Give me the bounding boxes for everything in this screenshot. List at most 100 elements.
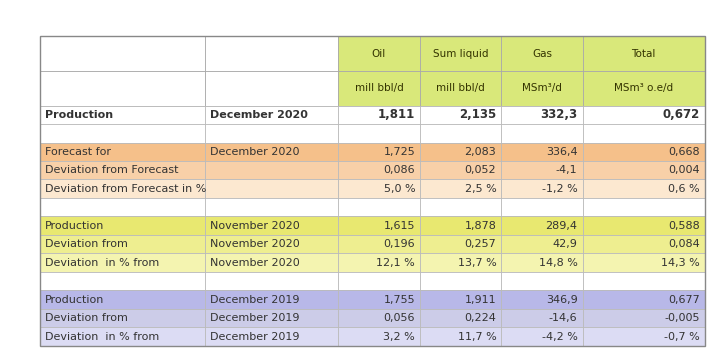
Bar	[205, 161, 338, 179]
Bar	[205, 253, 338, 272]
Bar	[338, 272, 420, 290]
Bar	[205, 179, 338, 198]
Bar	[501, 198, 583, 217]
Bar	[501, 143, 583, 161]
Bar	[205, 235, 338, 253]
Bar	[205, 253, 338, 272]
Text: 11,7 %: 11,7 %	[458, 332, 496, 341]
Bar	[420, 327, 501, 346]
Bar	[338, 71, 420, 106]
Bar	[501, 253, 583, 272]
Bar	[583, 235, 705, 253]
Text: Deviation  in % from: Deviation in % from	[45, 258, 159, 268]
Bar	[205, 143, 338, 161]
Bar	[501, 198, 583, 217]
Bar	[338, 106, 420, 124]
Text: Forecast for: Forecast for	[45, 147, 111, 157]
Bar	[205, 179, 338, 198]
Bar	[40, 36, 205, 71]
Text: 5,0 %: 5,0 %	[383, 184, 415, 194]
Bar	[583, 327, 705, 346]
Bar	[205, 143, 338, 161]
Bar	[501, 217, 583, 235]
Bar	[338, 124, 420, 143]
Bar	[501, 124, 583, 143]
Bar	[420, 106, 501, 124]
Bar	[40, 124, 205, 143]
Bar	[40, 143, 205, 161]
Bar	[501, 71, 583, 106]
Bar	[338, 179, 420, 198]
Bar	[338, 327, 420, 346]
Bar	[583, 217, 705, 235]
Bar	[338, 309, 420, 327]
Bar	[40, 217, 205, 235]
Bar	[420, 36, 501, 71]
Bar	[583, 179, 705, 198]
Text: December 2019: December 2019	[210, 294, 299, 305]
Text: 1,911: 1,911	[465, 294, 496, 305]
Bar	[501, 124, 583, 143]
Text: Gas: Gas	[532, 49, 552, 59]
Bar	[338, 290, 420, 309]
Bar	[583, 36, 705, 71]
Bar	[420, 290, 501, 309]
Text: 0,052: 0,052	[465, 165, 496, 175]
Text: Production: Production	[45, 221, 104, 231]
Text: December 2020: December 2020	[210, 147, 299, 157]
Bar	[205, 71, 338, 106]
Bar	[420, 309, 501, 327]
Bar	[40, 198, 205, 217]
Bar	[40, 253, 205, 272]
Bar	[420, 272, 501, 290]
Bar	[338, 272, 420, 290]
Bar	[40, 71, 205, 106]
Bar	[501, 143, 583, 161]
Bar	[338, 179, 420, 198]
Bar	[583, 253, 705, 272]
Text: -0,005: -0,005	[664, 313, 700, 323]
Text: 0,084: 0,084	[668, 239, 700, 249]
Bar	[205, 124, 338, 143]
Bar	[40, 272, 205, 290]
Bar	[40, 106, 205, 124]
Bar	[420, 253, 501, 272]
Bar	[420, 143, 501, 161]
Bar	[501, 235, 583, 253]
Bar	[583, 124, 705, 143]
Bar	[583, 309, 705, 327]
Bar	[420, 179, 501, 198]
Text: 0,257: 0,257	[465, 239, 496, 249]
Bar	[501, 272, 583, 290]
Bar	[338, 71, 420, 106]
Bar	[40, 290, 205, 309]
Text: 332,3: 332,3	[540, 108, 578, 121]
Bar	[420, 272, 501, 290]
Bar	[583, 124, 705, 143]
Bar	[338, 327, 420, 346]
Bar	[501, 36, 583, 71]
Bar	[205, 217, 338, 235]
Bar	[501, 290, 583, 309]
Bar	[338, 143, 420, 161]
Text: Total: Total	[632, 49, 656, 59]
Text: 0,672: 0,672	[662, 108, 700, 121]
Text: 0,677: 0,677	[668, 294, 700, 305]
Text: Deviation  in % from: Deviation in % from	[45, 332, 159, 341]
Text: 1,755: 1,755	[383, 294, 415, 305]
Bar	[338, 290, 420, 309]
Bar	[420, 161, 501, 179]
Bar	[205, 290, 338, 309]
Bar	[338, 235, 420, 253]
Bar	[420, 124, 501, 143]
Text: 2,135: 2,135	[459, 108, 496, 121]
Text: 0,668: 0,668	[668, 147, 700, 157]
Bar	[583, 198, 705, 217]
Text: 0,056: 0,056	[384, 313, 415, 323]
Text: MSm³/d: MSm³/d	[522, 83, 562, 93]
Bar	[420, 309, 501, 327]
Text: MSm³ o.e/d: MSm³ o.e/d	[614, 83, 673, 93]
Bar	[501, 161, 583, 179]
Text: 346,9: 346,9	[546, 294, 578, 305]
Bar	[338, 161, 420, 179]
